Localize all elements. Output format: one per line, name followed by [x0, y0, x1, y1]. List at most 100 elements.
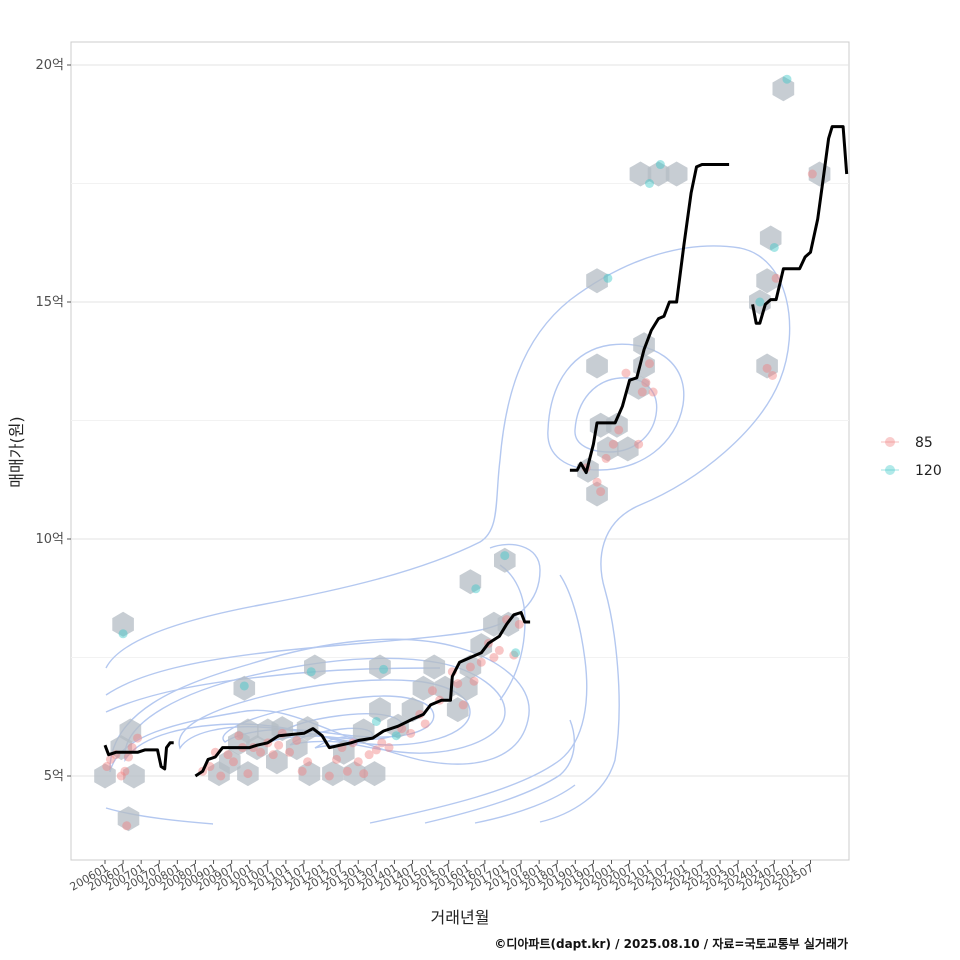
point-85: [771, 273, 781, 283]
plot-background: [70, 41, 850, 861]
hexbin: [304, 654, 326, 680]
hexbin: [423, 654, 446, 680]
y-tick-label: 5억: [44, 769, 64, 784]
point-120: [645, 179, 655, 188]
point-120: [655, 160, 665, 170]
point-85: [205, 762, 215, 772]
point-85: [303, 757, 313, 767]
legend-item-120: 120: [881, 463, 942, 479]
hexbin: [119, 718, 142, 744]
point-120: [782, 74, 792, 84]
hexbin: [219, 749, 241, 775]
trend-line-2: [194, 611, 531, 778]
point-85: [234, 731, 244, 741]
point-85: [364, 750, 374, 760]
hexbin: [597, 436, 619, 462]
y-axis: 5억 10억 15억 20억: [35, 58, 71, 784]
point-120: [371, 716, 381, 726]
point-85: [274, 740, 284, 750]
point-85: [122, 821, 132, 831]
point-85: [608, 439, 618, 449]
hexbin: [322, 761, 344, 787]
hexbin: [266, 749, 288, 775]
hexbin: [237, 761, 259, 787]
hexbin: [647, 161, 670, 187]
hexbin: [756, 353, 778, 379]
point-85: [427, 686, 437, 696]
legend-key-120: [885, 465, 895, 475]
point-85: [133, 733, 143, 743]
hexbin: [459, 569, 482, 595]
point-85: [384, 743, 394, 753]
contour-14: [474, 784, 576, 824]
point-85: [469, 676, 479, 686]
y-tick-label: 20억: [35, 58, 64, 73]
hexbin: [446, 697, 469, 723]
point-85: [216, 771, 226, 781]
point-85: [228, 757, 238, 767]
point-85: [614, 425, 624, 435]
contour-11: [105, 807, 214, 825]
legend-label-85: 85: [915, 435, 933, 451]
hexbin: [470, 633, 493, 659]
point-85: [377, 738, 387, 748]
point-85: [458, 700, 468, 710]
contour-8: [105, 245, 791, 823]
hexbin: [123, 763, 145, 789]
point-85: [406, 728, 416, 738]
point-85: [332, 754, 342, 764]
point-85: [102, 762, 112, 772]
point-85: [596, 487, 606, 497]
hexbin: [586, 353, 608, 379]
hexbin: [617, 436, 639, 462]
legend-label-120: 120: [915, 463, 942, 479]
hexbin: [117, 806, 140, 832]
hexbin: [369, 697, 391, 723]
point-85: [342, 766, 352, 776]
hexbin: [285, 735, 308, 761]
legend-key-85: [885, 437, 895, 447]
caption: ©디아파트(dapt.kr) / 2025.08.10 / 자료=국토교통부 실…: [494, 936, 848, 951]
point-85: [648, 387, 658, 397]
hexbin: [665, 161, 688, 187]
hexbin: [586, 481, 608, 507]
legend: 85 120: [881, 435, 942, 479]
point-85: [292, 735, 302, 745]
hexbin: [412, 675, 435, 701]
hexbin: [112, 611, 134, 637]
point-120: [755, 297, 765, 307]
trend-line-1: [103, 741, 174, 771]
point-85: [105, 754, 115, 764]
contour-12: [369, 574, 588, 824]
point-85: [637, 387, 647, 397]
x-axis: 2006012006072007012007072008012008072009…: [68, 860, 816, 894]
hexbin: [94, 763, 116, 789]
point-85: [453, 679, 463, 689]
hexbin: [772, 76, 795, 102]
trend-line-3: [569, 163, 730, 475]
point-120: [118, 629, 128, 639]
y-axis-title: 매매가(원): [7, 416, 26, 487]
contour-10: [105, 667, 441, 713]
point-85: [124, 752, 134, 762]
point-85: [645, 359, 655, 369]
point-120: [379, 664, 389, 674]
trend-line-4: [751, 125, 849, 325]
point-85: [371, 745, 381, 755]
contour-1: [109, 638, 530, 773]
point-85: [353, 757, 363, 767]
point-85: [634, 439, 644, 449]
point-85: [243, 769, 253, 779]
hexbin: [369, 654, 391, 680]
point-120: [239, 681, 249, 691]
point-85: [509, 650, 519, 660]
point-85: [285, 747, 295, 757]
point-120: [769, 242, 779, 252]
hexbin: [759, 225, 782, 251]
point-85: [489, 653, 499, 662]
point-85: [592, 477, 602, 487]
point-85: [120, 766, 130, 776]
point-120: [306, 667, 316, 677]
point-85: [420, 719, 430, 729]
